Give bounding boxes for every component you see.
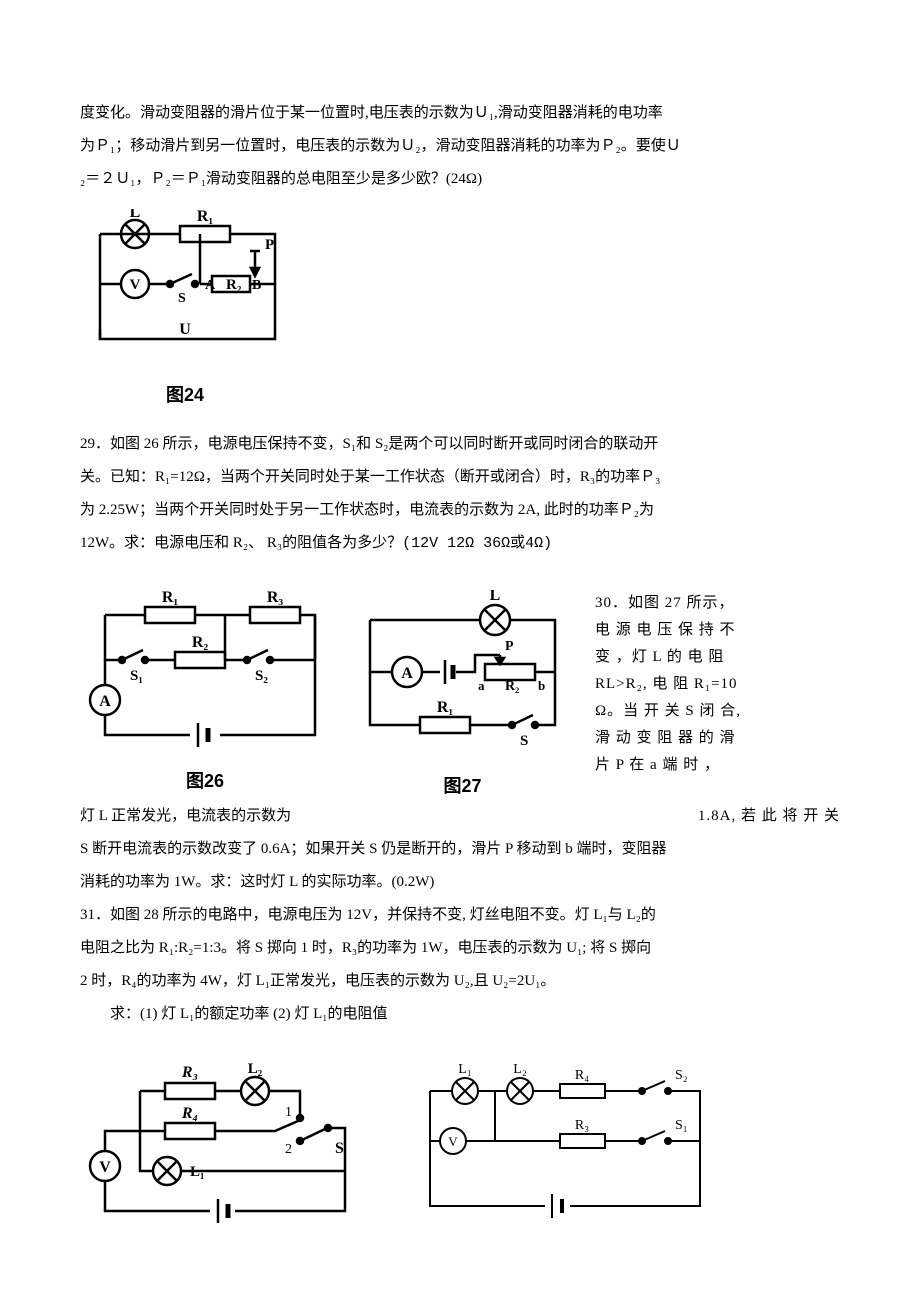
svg-text:P: P [265,237,274,253]
svg-text:V: V [448,1134,458,1149]
svg-text:L₂: L₂ [248,1061,263,1077]
fig26-caption: 图26 [80,765,330,797]
fig27-caption: 图27 [350,770,575,802]
svg-text:R₃: R₃ [267,590,284,606]
fig29-svg: L₁ L₂ R₄ S₂ R₃ S₁ V [410,1061,720,1236]
p31-line1: 31．如图 28 所示的电路中，电源电压为 12V，并保持不变, 灯丝电阻不变。… [80,902,840,929]
svg-text:A: A [205,278,216,293]
svg-text:V: V [130,277,141,293]
svg-text:A: A [99,693,111,710]
svg-text:L: L [130,209,141,221]
svg-text:R₁: R₁ [197,209,214,225]
fig26-27-row: R₁ R₃ R₂ S₁ S₂ A 图26 [80,590,840,802]
svg-text:R₂: R₂ [226,277,242,293]
figure-24: L R₁ P A R₂ B V S U 图24 [80,209,290,411]
svg-text:V: V [99,1159,111,1176]
fig26-svg: R₁ R₃ R₂ S₁ S₂ A [80,590,330,765]
svg-text:P: P [505,639,514,654]
svg-text:R₁: R₁ [162,590,179,606]
p29-line4: 12W。求：电源电压和 R₂、 R₃的阻值各为多少？(12V 12Ω 36Ω或4… [80,530,840,557]
svg-text:R₂: R₂ [505,679,519,694]
fig27-svg: L A P a R₂ b R₁ S [350,590,575,770]
svg-text:S₂: S₂ [675,1068,688,1083]
svg-text:L₂: L₂ [513,1062,527,1077]
svg-text:S₁: S₁ [130,668,143,684]
svg-text:R₂: R₂ [192,634,209,651]
p28-line1: 度变化。滑动变阻器的滑片位于某一位置时,电压表的示数为Ｕ₁,滑动变阻器消耗的电功… [80,100,840,127]
svg-text:S₁: S₁ [675,1118,688,1133]
svg-text:L: L [490,590,501,604]
fig24-svg: L R₁ P A R₂ B V S U [80,209,290,379]
fig28-svg: R₃ L₂ R₄ 1 2 S V L₁ [80,1061,370,1236]
svg-text:R₄: R₄ [575,1068,589,1083]
figure-29: L₁ L₂ R₄ S₂ R₃ S₁ V [410,1061,720,1236]
svg-text:2: 2 [285,1142,292,1157]
p30-after3: 消耗的功率为 1W。求：这时灯 L 的实际功率。(0.2W) [80,869,840,896]
p30-after1: 灯 L 正常发光，电流表的示数为 1.8A, 若 此 将 开 关 [80,803,840,830]
svg-text:S: S [178,291,186,306]
p29-line2: 关。已知：R₁=12Ω，当两个开关同时处于某一工作状态（断开或闭合）时，R₃的功… [80,464,840,491]
figure-26: R₁ R₃ R₂ S₁ S₂ A 图26 [80,590,330,797]
svg-text:S: S [335,1140,344,1157]
svg-text:S₂: S₂ [255,668,268,684]
svg-text:B: B [252,278,261,293]
fig24-caption: 图24 [80,379,290,411]
p28-line3: ₂＝２Ｕ₁，Ｐ₂＝Ｐ₁滑动变阻器的总电阻至少是多少欧？(24Ω) [80,166,840,193]
svg-text:b: b [538,678,545,693]
svg-text:L₁: L₁ [458,1062,471,1077]
p31-line2: 电阻之比为 R₁:R₂=1:3。将 S 掷向 1 时，R₃的功率为 1W，电压表… [80,935,840,962]
p29-line1: 29．如图 26 所示，电源电压保持不变，S₁和 S₂是两个可以同时断开或同时闭… [80,431,840,458]
svg-text:S: S [520,733,528,749]
p30-after2: S 断开电流表的示数改变了 0.6A；如果开关 S 仍是断开的，滑片 P 移动到… [80,836,840,863]
p30-side: 30．如图 27 所示， 电 源 电 压 保 持 不 变 ，灯 L 的 电 阻 … [595,590,840,779]
svg-text:L₁: L₁ [190,1164,205,1180]
svg-text:R₄: R₄ [181,1105,198,1122]
svg-text:R₃: R₃ [181,1064,198,1081]
svg-text:1: 1 [285,1105,292,1120]
svg-text:R₁: R₁ [437,699,454,716]
svg-text:a: a [478,678,485,693]
svg-text:A: A [401,665,413,682]
p31-line3: 2 时，R₄的功率为 4W，灯 L₁正常发光，电压表的示数为 U₂,且 U₂=2… [80,968,840,995]
p29-line3: 为 2.25W；当两个开关同时处于另一工作状态时，电流表的示数为 2A, 此时的… [80,497,840,524]
svg-text:U: U [179,321,191,338]
svg-text:R₃: R₃ [575,1118,589,1133]
figure-28: R₃ L₂ R₄ 1 2 S V L₁ [80,1061,370,1236]
bottom-figures: R₃ L₂ R₄ 1 2 S V L₁ [80,1061,840,1236]
p31-line4: 求：(1) 灯 L₁的额定功率 (2) 灯 L₁的电阻值 [80,1001,840,1028]
figure-27: L A P a R₂ b R₁ S 图27 [350,590,575,802]
p28-line2: 为Ｐ₁；移动滑片到另一位置时，电压表的示数为Ｕ₂，滑动变阻器消耗的功率为Ｐ₂。要… [80,133,840,160]
